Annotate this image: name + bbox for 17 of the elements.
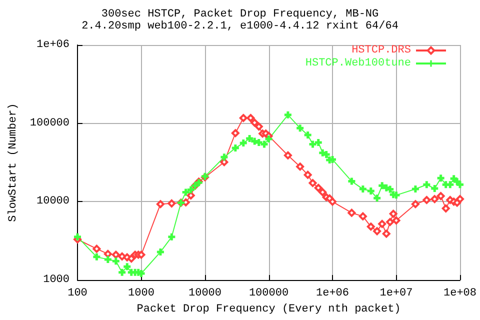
legend-label: HSTCP.DRS [352,44,412,56]
x-tick-label: 100 [68,288,88,300]
x-axis-title: Packet Drop Frequency (Every nth packet) [136,304,401,316]
x-tick-label: 100000 [248,288,289,300]
chart-subtitle: 2.4.20smp web100-2.2.1, e1000-4.4.12 rxint 64/64 [82,20,399,32]
x-tick-label: 1e+08 [443,288,477,300]
legend-label: HSTCP.Web100tune [305,58,411,70]
y-tick-label: 1000 [43,274,70,286]
y-tick-label: 1e+06 [36,39,70,51]
x-tick-label: 1e+07 [380,288,413,300]
x-tick-label: 1e+06 [316,288,350,300]
y-tick-label: 100000 [30,117,70,130]
x-tick-label: 1000 [128,288,154,300]
y-axis-title: SlowStart (Number) [8,103,20,222]
y-tick-label: 10000 [36,196,70,208]
x-tick-label: 10000 [188,288,222,300]
chart-title: 300sec HSTCP, Packet Drop Frequency, MB-NG [101,8,379,20]
